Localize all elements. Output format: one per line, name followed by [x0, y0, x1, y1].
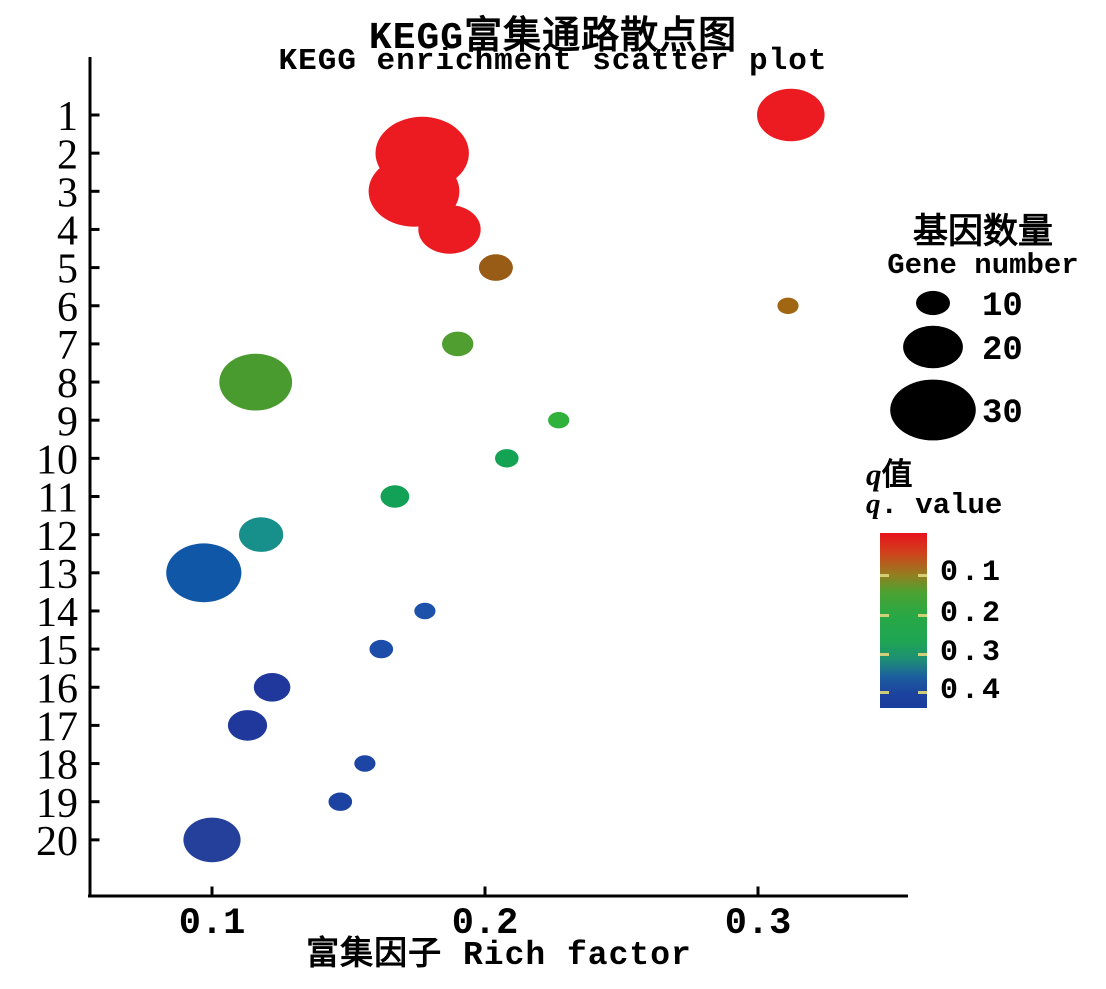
y-tick-label: 19 [36, 781, 78, 827]
size-legend-swatch-10 [916, 290, 950, 316]
bubble-row-5 [478, 254, 513, 281]
size-legend-label: 10 [982, 288, 1023, 326]
bubble-row-1 [757, 88, 825, 142]
y-tick-label: 2 [57, 132, 78, 178]
q-italic-glyph: q [866, 457, 882, 492]
bubble-row-6 [777, 297, 799, 314]
y-tick-label: 18 [36, 743, 78, 789]
chart-title-zh: KEGG富集通路散点图 [368, 17, 738, 60]
x-tick-label: 0.3 [725, 903, 792, 945]
bubble-row-12 [238, 517, 284, 552]
colorbar-tick-notch [880, 573, 889, 577]
y-tick-label: 20 [36, 819, 78, 865]
bubble-row-4 [418, 205, 481, 254]
bubble-row-18 [354, 755, 376, 772]
y-tick-label: 7 [57, 323, 78, 369]
x-tick-label: 0.2 [452, 903, 519, 945]
colorbar-tick-notch [918, 573, 927, 577]
size-legend-title-zh: 基因数量 [912, 214, 1053, 254]
color-legend: 0.1 0.2 0.3 0.4 [880, 533, 1106, 708]
y-tick-label: 3 [57, 170, 78, 216]
bubble-row-20 [183, 817, 241, 863]
colorbar-tick-label: 0.4 [940, 673, 1004, 708]
y-tick-label: 4 [57, 209, 78, 255]
colorbar-tick-notch [918, 691, 927, 695]
bubble-row-11 [380, 485, 410, 508]
q-title-en-rest: . value [880, 489, 1003, 522]
size-legend-label: 20 [982, 332, 1023, 370]
bubble-row-9 [548, 412, 570, 429]
y-tick-label: 8 [57, 361, 78, 407]
y-tick-label: 10 [36, 437, 78, 483]
color-legend-title-zh: q值 [866, 449, 913, 495]
y-tick-label: 15 [36, 628, 78, 674]
colorbar-tick-notch [880, 691, 889, 695]
bubble-row-14 [414, 602, 436, 620]
chart-title-en: KEGG enrichment scatter plot [278, 44, 828, 79]
q-value-colorbar [880, 533, 927, 708]
x-axis-title: 富集因子 Rich factor [306, 937, 692, 974]
x-tick-label: 0.1 [179, 903, 246, 945]
bubble-row-8 [219, 353, 293, 411]
y-tick-label: 11 [38, 476, 78, 522]
q-italic-glyph: q [866, 488, 881, 520]
size-legend-swatch-30 [890, 379, 976, 441]
bubble-row-7 [442, 331, 474, 357]
colorbar-tick-notch [918, 653, 927, 657]
colorbar-tick-label: 0.3 [940, 635, 1004, 670]
colorbar-tick-label: 0.1 [940, 556, 1004, 590]
y-tick-label: 9 [57, 399, 78, 445]
bubble-row-19 [328, 792, 353, 811]
colorbar-tick-notch [918, 614, 927, 618]
bubble-row-17 [227, 710, 268, 741]
bubble-row-10 [495, 449, 519, 468]
y-tick-label: 5 [57, 247, 78, 293]
q-title-zh-rest: 值 [881, 460, 913, 495]
size-legend-label: 30 [982, 395, 1023, 433]
colorbar-tick-notch [880, 614, 889, 618]
color-legend-title-en: q. value [866, 488, 1002, 522]
y-tick-label: 16 [36, 666, 78, 712]
y-tick-label: 14 [36, 590, 78, 636]
bubble-row-15 [369, 639, 394, 659]
colorbar-tick-label: 0.2 [940, 596, 1004, 631]
size-legend-title-en: Gene number [887, 249, 1079, 282]
y-tick-label: 6 [57, 285, 78, 331]
bubble-row-13 [166, 543, 242, 603]
bubble-row-16 [253, 673, 291, 702]
colorbar-tick-notch [880, 653, 889, 657]
y-tick-label: 13 [36, 552, 78, 598]
size-legend-swatch-20 [903, 325, 963, 369]
y-tick-label: 17 [36, 705, 78, 751]
y-tick-label: 12 [36, 514, 78, 560]
y-tick-label: 1 [57, 94, 78, 140]
